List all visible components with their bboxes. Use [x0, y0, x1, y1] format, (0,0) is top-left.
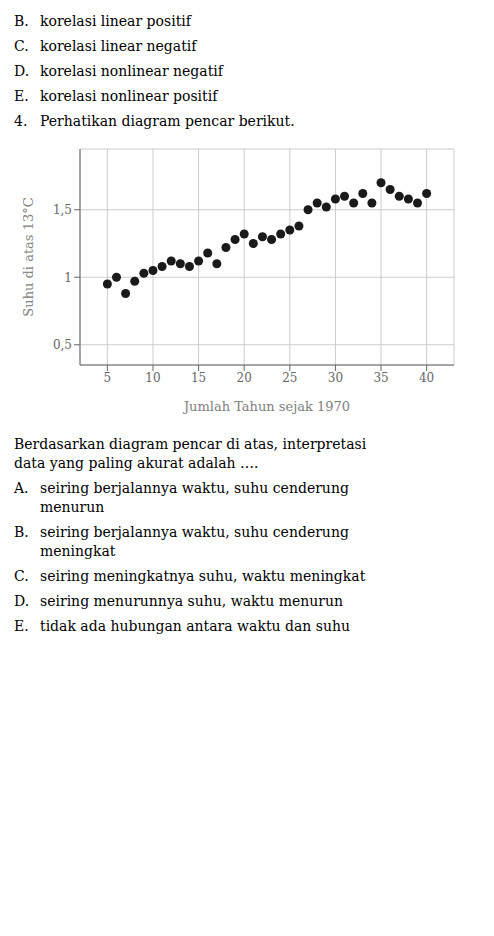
html-text:A.: A. — [14, 480, 29, 496]
html-text:korelasi nonlinear negatif: korelasi nonlinear negatif — [40, 63, 223, 79]
svg-text:10: 10 — [145, 371, 160, 385]
svg-text:40: 40 — [419, 371, 434, 385]
html-text:meningkat: meningkat — [40, 543, 116, 559]
html-text:data yang paling akurat adalah: data yang paling akurat adalah …. — [14, 455, 259, 471]
svg-text:25: 25 — [282, 371, 297, 385]
html-text:E.: E. — [14, 618, 29, 634]
html-text:seiring meningkatnya suhu, wak: seiring meningkatnya suhu, waktu meningk… — [40, 568, 366, 584]
html-text:seiring berjalannya waktu, suh: seiring berjalannya waktu, suhu cenderun… — [40, 480, 349, 496]
html-text:4.: 4. — [14, 113, 28, 129]
html-text:Berdasarkan diagram pencar di: Berdasarkan diagram pencar di atas, inte… — [14, 436, 367, 452]
svg-text:15: 15 — [191, 371, 206, 385]
svg-text:1,5: 1,5 — [53, 203, 72, 217]
html-text:B.: B. — [14, 13, 29, 29]
html-text:D.: D. — [14, 63, 30, 79]
svg-text:Jumlah Tahun sejak 1970: Jumlah Tahun sejak 1970 — [182, 399, 350, 414]
html-text:tidak ada hubungan antara wakt: tidak ada hubungan antara waktu dan suhu — [40, 618, 350, 634]
html-text:B.: B. — [14, 524, 29, 540]
svg-text:20: 20 — [237, 371, 252, 385]
html-text:korelasi linear positif: korelasi linear positif — [40, 13, 191, 29]
svg-text:30: 30 — [328, 371, 343, 385]
html-text:C.: C. — [14, 568, 29, 584]
svg-text:1: 1 — [64, 271, 72, 285]
html-text:C.: C. — [14, 38, 29, 54]
svg-text:5: 5 — [104, 371, 112, 385]
svg-text:Suhu di atas 13°C: Suhu di atas 13°C — [21, 197, 36, 316]
html-text:E.: E. — [14, 88, 29, 104]
html-text:seiring menurunnya suhu, waktu: seiring menurunnya suhu, waktu menurun — [40, 593, 343, 609]
html-text:korelasi linear negatif: korelasi linear negatif — [40, 38, 197, 54]
html-text:Perhatikan diagram pencar beri: Perhatikan diagram pencar berikut. — [40, 113, 295, 129]
html-text:korelasi nonlinear positif: korelasi nonlinear positif — [40, 88, 218, 104]
svg-text:0,5: 0,5 — [53, 338, 72, 352]
html-text:D.: D. — [14, 593, 30, 609]
html-text:menurun: menurun — [40, 499, 105, 515]
html-text:seiring berjalannya waktu, suh: seiring berjalannya waktu, suhu cenderun… — [40, 524, 349, 540]
svg-text:35: 35 — [373, 371, 388, 385]
